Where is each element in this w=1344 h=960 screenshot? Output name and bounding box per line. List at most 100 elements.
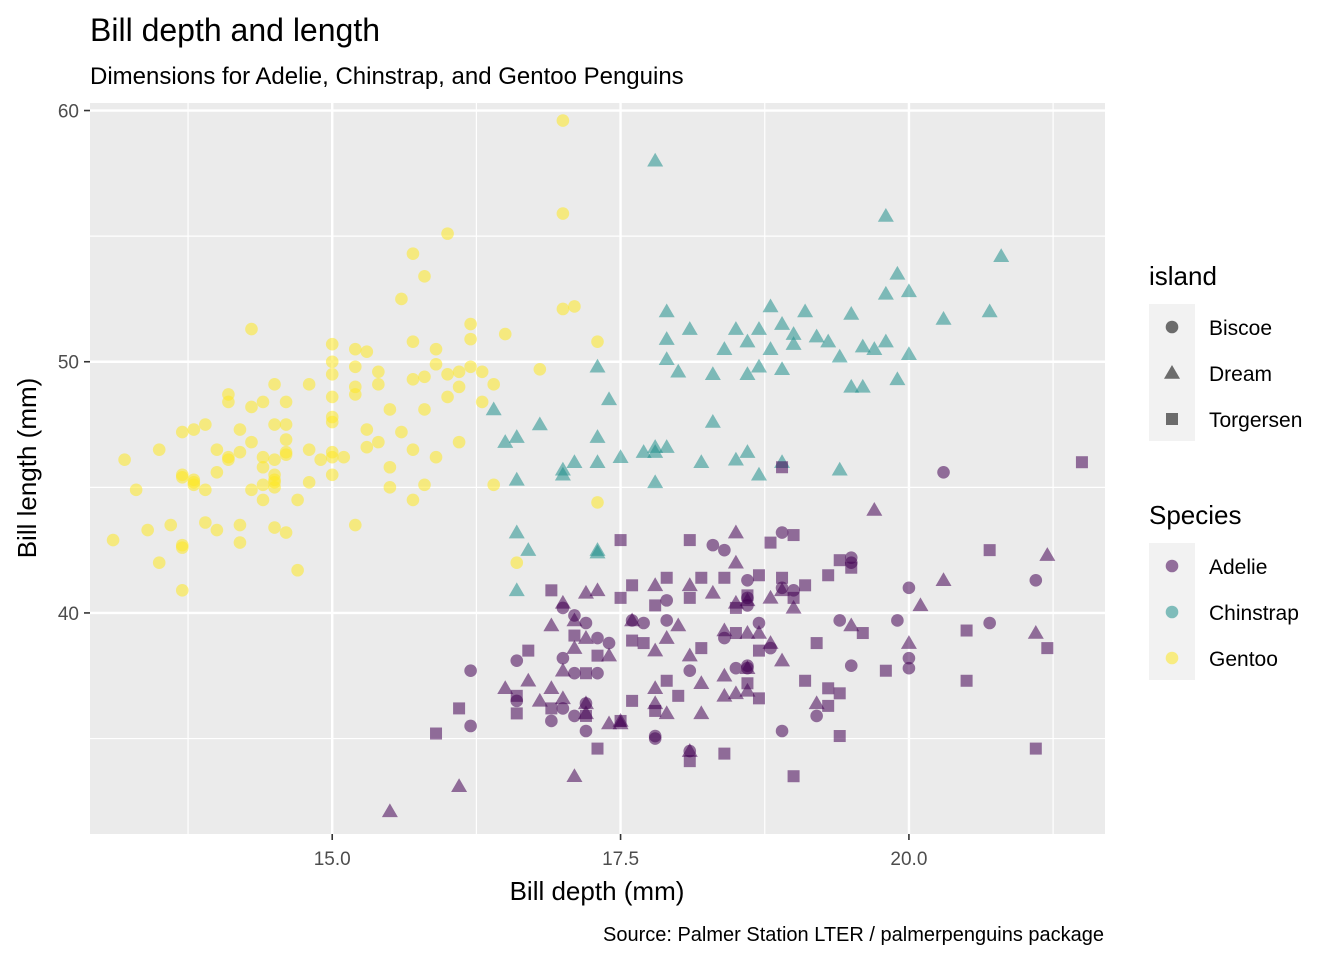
- data-point: [647, 680, 664, 695]
- data-point: [487, 478, 500, 492]
- data-point: [187, 478, 201, 492]
- data-point: [681, 321, 698, 335]
- data-point: [556, 601, 570, 615]
- data-point: [750, 466, 767, 481]
- legend-key-chinstrap: [1165, 605, 1179, 619]
- data-point: [268, 418, 281, 431]
- data-point: [1027, 625, 1044, 639]
- data-point: [879, 664, 892, 677]
- data-point: [497, 434, 514, 448]
- data-point: [729, 601, 742, 614]
- data-point: [395, 425, 408, 439]
- data-point: [797, 303, 814, 318]
- data-point: [787, 529, 800, 542]
- data-point: [245, 483, 258, 497]
- data-point: [750, 321, 767, 335]
- data-point: [658, 351, 675, 365]
- data-point: [648, 729, 662, 743]
- data-point: [683, 591, 696, 604]
- data-point: [118, 453, 131, 467]
- data-point: [441, 227, 454, 240]
- data-point: [291, 563, 304, 577]
- data-point: [820, 333, 837, 348]
- data-point: [822, 682, 835, 695]
- data-point: [614, 591, 627, 604]
- data-point: [658, 630, 675, 644]
- legend-label-dream: Dream: [1209, 363, 1272, 386]
- data-point: [762, 298, 779, 313]
- data-point: [900, 635, 917, 649]
- y-axis-title: Bill length (mm): [12, 378, 42, 559]
- data-point: [716, 341, 733, 355]
- data-point: [464, 317, 477, 331]
- legend-island: island Biscoe Dream Torgersen: [1149, 261, 1302, 441]
- data-point: [750, 358, 767, 373]
- data-point: [175, 425, 189, 439]
- data-point: [568, 666, 581, 680]
- data-points: [106, 114, 1088, 818]
- data-point: [937, 465, 950, 479]
- data-point: [556, 651, 570, 665]
- data-point: [1075, 456, 1088, 469]
- data-point: [808, 328, 825, 343]
- data-point: [497, 680, 514, 695]
- data-point: [614, 534, 627, 547]
- data-point: [1029, 742, 1042, 755]
- data-point: [637, 616, 650, 630]
- data-point: [222, 395, 235, 409]
- data-point: [660, 674, 673, 687]
- data-point: [775, 724, 789, 738]
- data-point: [658, 439, 675, 453]
- data-point: [810, 637, 823, 650]
- data-point: [531, 416, 548, 431]
- data-point: [983, 616, 996, 630]
- data-point: [475, 395, 489, 409]
- data-point: [762, 589, 779, 604]
- data-point: [704, 366, 721, 381]
- data-point: [866, 501, 883, 516]
- data-point: [545, 702, 558, 715]
- data-point: [568, 609, 581, 622]
- data-point: [291, 493, 304, 507]
- data-point: [372, 435, 385, 449]
- legend-key-gentoo: [1165, 651, 1179, 665]
- data-point: [774, 316, 791, 330]
- y-tick-label: 50: [58, 353, 79, 374]
- data-point: [739, 366, 756, 381]
- data-point: [854, 378, 871, 393]
- data-point: [579, 616, 593, 630]
- data-point: [533, 362, 547, 376]
- legend-label-adelie: Adelie: [1209, 556, 1267, 579]
- data-point: [741, 677, 754, 690]
- data-point: [716, 687, 733, 702]
- data-point: [727, 685, 744, 700]
- data-point: [658, 303, 675, 318]
- data-point: [222, 453, 235, 467]
- data-point: [464, 664, 477, 678]
- data-point: [649, 704, 662, 717]
- data-point: [647, 642, 664, 657]
- data-point: [693, 454, 710, 468]
- data-point: [429, 342, 443, 356]
- data-point: [348, 518, 362, 532]
- data-point: [508, 471, 525, 486]
- data-point: [464, 360, 477, 374]
- legend-key-dream: [1164, 365, 1180, 379]
- data-point: [752, 644, 765, 657]
- data-point: [279, 448, 293, 461]
- data-point: [983, 544, 996, 557]
- data-point: [774, 652, 791, 667]
- data-point: [589, 358, 606, 373]
- data-point: [520, 542, 537, 556]
- data-point: [695, 642, 708, 655]
- legend-label-biscoe: Biscoe: [1209, 317, 1272, 340]
- data-point: [418, 403, 431, 416]
- data-point: [566, 454, 583, 468]
- data-point: [372, 378, 385, 391]
- data-point: [775, 526, 789, 539]
- data-point: [741, 659, 754, 672]
- data-point: [279, 526, 293, 539]
- data-point: [877, 333, 894, 348]
- data-point: [554, 466, 571, 481]
- data-point: [406, 247, 420, 261]
